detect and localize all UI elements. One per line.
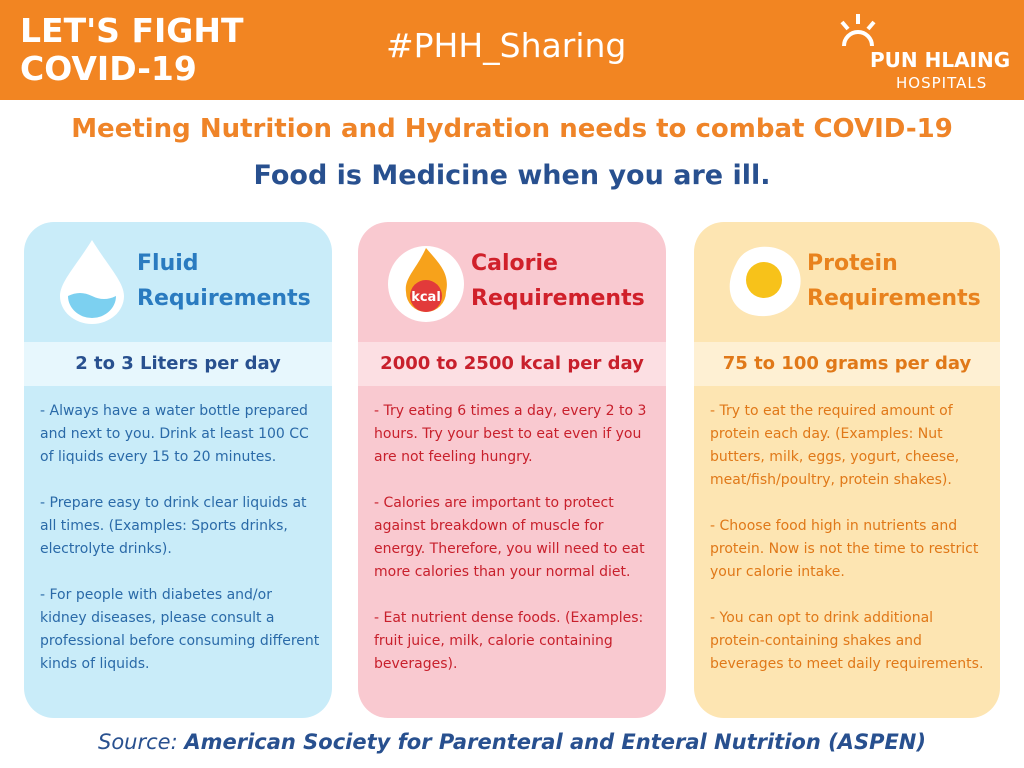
title-line: Calorie xyxy=(471,251,558,276)
source-text: American Society for Parenteral and Ente… xyxy=(184,730,926,754)
amount: 2 to 3 Liters per day xyxy=(24,342,332,386)
icon-label: kcal xyxy=(411,290,441,305)
egg-icon xyxy=(729,246,801,317)
card-title: Protein Requirements xyxy=(807,246,981,316)
headline: Meeting Nutrition and Hydration needs to… xyxy=(71,114,953,144)
title-line: Requirements xyxy=(137,286,311,311)
logo-sun xyxy=(840,14,876,47)
card-title: Fluid Requirements xyxy=(137,246,311,316)
title-line: LET'S FIGHT xyxy=(20,11,244,50)
amount: 2000 to 2500 kcal per day xyxy=(358,342,666,386)
title-line: Requirements xyxy=(807,286,981,311)
paragraph: - Prepare easy to drink clear liquids at… xyxy=(40,495,307,557)
paragraph: - For people with diabetes and/or kidney… xyxy=(40,587,320,672)
card-body: - Try to eat the required amount of prot… xyxy=(710,400,992,699)
card: kcal Calorie Requirements 2000 to 2500 kc… xyxy=(358,222,666,718)
logo-sub: HOSPITALS xyxy=(896,74,988,92)
title-line: Fluid xyxy=(137,251,199,276)
card-title: Calorie Requirements xyxy=(471,246,645,316)
source-prefix: Source: xyxy=(98,730,178,754)
paragraph: - Always have a water bottle prepared an… xyxy=(40,403,309,465)
paragraph: - Try eating 6 times a day, every 2 to 3… xyxy=(374,403,647,465)
paragraph: - Choose food high in nutrients and prot… xyxy=(710,518,979,580)
header-title: LET'S FIGHT COVID-19 xyxy=(20,12,243,88)
water-icon xyxy=(60,240,124,324)
paragraph: - Try to eat the required amount of prot… xyxy=(710,403,960,488)
header: LET'S FIGHT COVID-19 #PHH_Sharing PUN HLA… xyxy=(0,0,1024,100)
paragraph: - You can opt to drink additional protei… xyxy=(710,610,984,672)
amount: 75 to 100 grams per day xyxy=(694,342,1000,386)
card: Fluid Requirements 2 to 3 Liters per day … xyxy=(24,222,332,718)
paragraph: - Eat nutrient dense foods. (Examples: f… xyxy=(374,610,644,672)
paragraph: - Calories are important to protect agai… xyxy=(374,495,645,580)
kcal-icon: kcal xyxy=(388,246,464,322)
title-line: Protein xyxy=(807,251,898,276)
card-body: - Try eating 6 times a day, every 2 to 3… xyxy=(374,400,656,699)
subheadline: Food is Medicine when you are ill. xyxy=(253,160,771,191)
source: Source: American Society for Parenteral … xyxy=(0,730,1024,754)
logo-name: PUN HLAING xyxy=(870,48,1011,72)
title-line: Requirements xyxy=(471,286,645,311)
card-body: - Always have a water bottle prepared an… xyxy=(40,400,322,699)
title-line: COVID-19 xyxy=(20,49,197,88)
hashtag: #PHH_Sharing xyxy=(386,26,627,65)
card: Protein Requirements 75 to 100 grams per … xyxy=(694,222,1000,718)
